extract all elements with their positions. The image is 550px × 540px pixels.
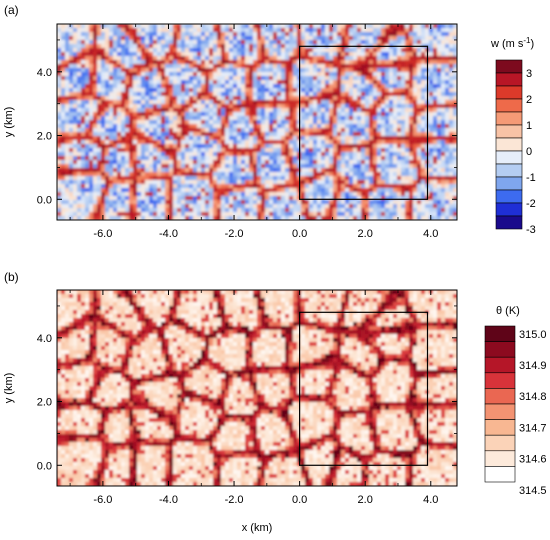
- x-tick-label: 4.0: [423, 228, 438, 240]
- colorbar-swatch: [495, 137, 523, 152]
- colorbar-label: 314.7: [519, 422, 547, 434]
- colorbar-a-title-base: w (m s: [490, 38, 524, 50]
- colorbar-swatch: [495, 189, 523, 204]
- colorbar-swatch: [495, 85, 523, 100]
- plot-a-ylabel: y (km): [3, 107, 15, 138]
- colorbar-label: 314.9: [519, 360, 547, 372]
- inset-box: [299, 311, 429, 466]
- colorbar-a-title: w (m s-1): [490, 36, 534, 50]
- y-tick-label: 2.0: [37, 397, 52, 409]
- colorbar-label: 0: [526, 146, 532, 158]
- colorbar-label: 1: [526, 120, 532, 132]
- colorbar-a-title-close: ): [531, 38, 535, 50]
- plot-a-axes: -6.0 -4.0 -2.0 0.0 2.0 4.0 0.0 2.0 4.0: [37, 24, 457, 240]
- field-cells: [57, 290, 457, 486]
- colorbar-swatch: [484, 450, 516, 467]
- colorbar-swatch: [495, 98, 523, 113]
- colorbar-label: 2: [526, 94, 532, 106]
- colorbar-swatch: [484, 388, 516, 405]
- colorbar-label: -1: [526, 172, 536, 184]
- x-tick-label: -4.0: [159, 228, 178, 240]
- colorbar-label: 314.8: [519, 391, 547, 403]
- x-tick-label: 2.0: [358, 494, 373, 506]
- colorbar-label: 314.5: [519, 485, 547, 497]
- colorbar-swatch: [495, 163, 523, 178]
- colorbar-swatch: [495, 124, 523, 139]
- colorbar-label: 314.6: [519, 454, 547, 466]
- colorbar-swatch: [484, 419, 516, 436]
- colorbar-swatch: [484, 356, 516, 374]
- plot-b-axes: -6.0 -4.0 -2.0 0.0 2.0 4.0 0.0 2.0 4.0: [37, 290, 457, 506]
- colorbar-swatch: [484, 325, 516, 342]
- x-tick-label: -2.0: [225, 494, 244, 506]
- y-tick-label: 2.0: [37, 131, 52, 143]
- colorbar-swatch: [484, 466, 516, 483]
- colorbar-swatch: [495, 111, 523, 126]
- x-tick-label: 4.0: [423, 494, 438, 506]
- x-tick-label: -6.0: [93, 494, 112, 506]
- y-tick-label: 0.0: [37, 460, 52, 472]
- plot-b-ylabel: y (km): [3, 373, 15, 404]
- x-tick-label: -2.0: [225, 228, 244, 240]
- x-tick-label: -4.0: [159, 494, 178, 506]
- colorbar-a: 3 2 1 0 -1 -2 -3: [495, 59, 536, 236]
- plot-a-field: [57, 24, 457, 220]
- inset-box: [299, 45, 429, 200]
- colorbar-swatch: [495, 215, 523, 230]
- x-tick-label: -6.0: [93, 228, 112, 240]
- y-tick-label: 4.0: [37, 333, 52, 345]
- y-tick-label: 4.0: [37, 67, 52, 79]
- colorbar-label: 315.0: [519, 329, 547, 341]
- panel-a-label: (a): [4, 3, 19, 17]
- x-tick-label: 0.0: [292, 228, 307, 240]
- colorbar-swatch: [495, 202, 523, 217]
- colorbar-label: -3: [526, 224, 536, 236]
- colorbar-label: -2: [526, 198, 536, 210]
- x-tick-label: 2.0: [358, 228, 373, 240]
- plot-b-field: [57, 290, 457, 486]
- colorbar-swatch: [495, 176, 523, 191]
- colorbar-b: 315.0 314.9 314.8 314.7 314.6 314.5: [484, 325, 547, 497]
- x-tick-label: 0.0: [292, 494, 307, 506]
- panel-b-label: (b): [4, 270, 19, 284]
- colorbar-swatch: [484, 434, 516, 452]
- y-tick-label: 0.0: [37, 194, 52, 206]
- colorbar-swatch: [495, 72, 523, 87]
- colorbar-swatch: [484, 403, 516, 420]
- colorbar-label: 3: [526, 68, 532, 80]
- panel-b: (b) -6.0 -4.0 -2.0 0.0 2.0 4.0 0.0 2.0 4.0 y (km…: [3, 270, 547, 534]
- colorbar-b-title: θ (K): [496, 305, 520, 317]
- field-cells: [57, 24, 457, 220]
- colorbar-swatch: [495, 150, 523, 165]
- colorbar-a-title-exp: -1: [523, 36, 531, 45]
- colorbar-swatch: [495, 59, 523, 74]
- colorbar-swatch: [484, 372, 516, 389]
- plot-a-frame: [56, 23, 458, 221]
- colorbar-swatch: [484, 341, 516, 358]
- panel-a: (a) -6.0 -4.0 -2.0 0.0 2.0 4.0 0.0 2.0 4.0 y (km…: [3, 3, 536, 240]
- plot-b-frame: [56, 289, 458, 487]
- plot-b-xlabel: x (km): [242, 522, 273, 534]
